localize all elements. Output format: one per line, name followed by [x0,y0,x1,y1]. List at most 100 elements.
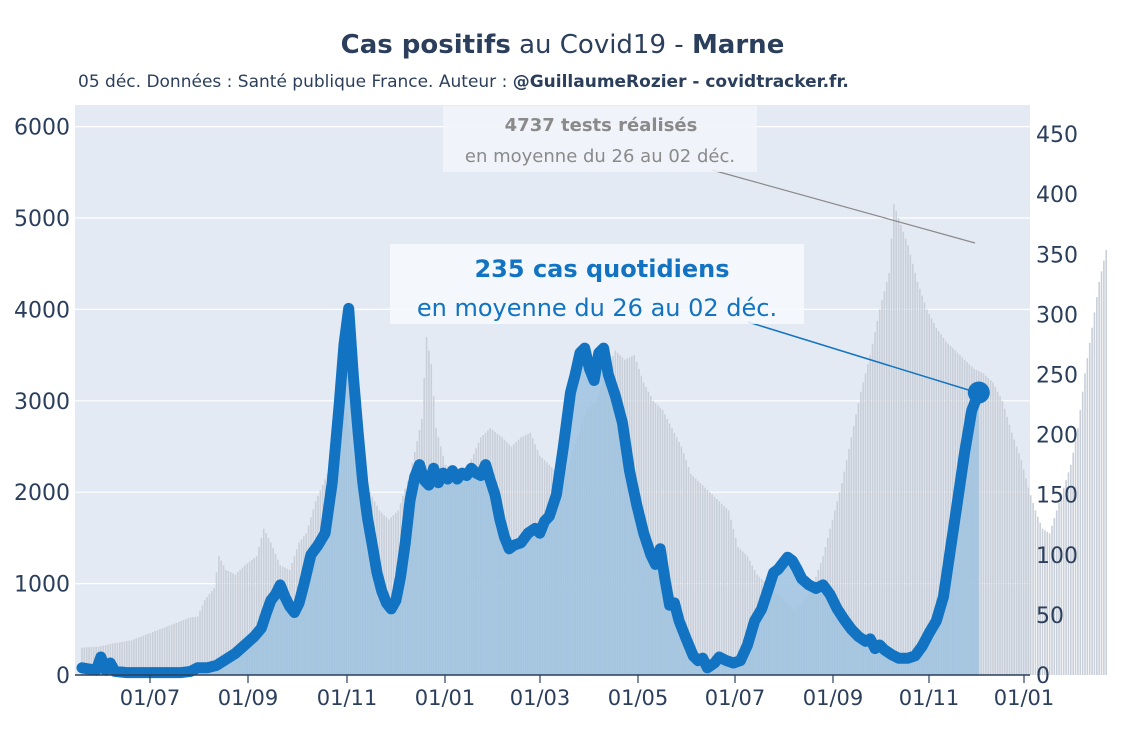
tests-bar [118,642,121,675]
chart-title-part1: Cas positifs [340,30,511,60]
tests-bar [1055,510,1058,675]
tests-bar [857,403,860,675]
tests-bar [1084,373,1086,675]
tests-bar [885,281,888,675]
tests-bar [1029,495,1032,675]
tests-bar [909,254,912,675]
cases-annotation-line1: 235 cas quotidiens [474,255,729,283]
y-left-tick-label: 5000 [14,207,70,232]
tests-bar [730,519,732,675]
tests-bar [1011,432,1013,675]
tests-bar [746,556,749,675]
chart-title: Cas positifs au Covid19 - Marne [0,30,1125,60]
tests-bar [897,218,900,675]
tests-bar [664,414,666,675]
tests-bar [173,623,175,675]
tests-bar [225,569,227,675]
tests-bar [673,432,676,675]
y-right-tick-label: 200 [1036,424,1078,449]
tests-annotation-line2: en moyenne du 26 au 02 déc. [465,146,735,167]
tests-bar [883,291,886,675]
tests-bar [203,600,206,675]
y-right-tick-label: 450 [1036,123,1078,148]
tests-bar [687,467,690,675]
tests-bar [919,288,921,675]
tests-bar [994,387,997,675]
tests-bar [168,625,171,675]
tests-bar [1070,464,1072,675]
tests-bar [133,639,135,675]
tests-bar [1015,446,1018,675]
tests-bar [708,492,711,675]
tests-bar [137,637,140,675]
tests-bar [843,471,846,675]
tests-bar [166,626,168,675]
tests-bar [654,403,657,675]
tests-bar [742,551,744,675]
tests-bar [1096,297,1098,675]
tests-bar [1103,260,1105,675]
tests-bar [1100,271,1103,675]
tests-bar [1081,391,1084,675]
tests-bar [1065,480,1067,675]
tests-bar [185,619,187,675]
tests-bar [749,560,751,675]
tests-bar [652,400,654,675]
tests-bar [947,343,949,675]
tests-bar [911,263,914,675]
tests-bar [1093,312,1096,675]
chart-subtitle-part1: 05 déc. Données : Santé publique France.… [78,72,513,92]
tests-bar [201,605,204,675]
tests-bar [933,323,935,675]
y-right-tick-label: 250 [1036,364,1078,389]
y-left-tick-label: 6000 [14,116,70,141]
tests-bar [668,423,671,675]
tests-bar [989,380,992,675]
tests-bar [156,630,159,675]
tests-bar [121,641,123,675]
tests-bar [921,295,923,675]
tests-bar [1032,502,1034,675]
tests-bar [680,446,683,675]
tests-bar [725,508,728,675]
tests-bar [982,373,985,675]
tests-bar [154,631,156,675]
tests-annotation-pointer [711,169,976,244]
tests-bar [1058,502,1060,675]
tests-bar [935,327,938,675]
tests-bar [248,561,251,675]
tests-bar [685,460,687,675]
y-left-tick-label: 4000 [14,298,70,323]
tests-bar [1046,531,1049,675]
tests-bar [189,617,192,675]
tests-bar [234,574,237,675]
tests-bar [1074,440,1077,675]
tests-bar [734,537,737,675]
tests-bar [727,510,730,675]
chart-subtitle-part2: @GuillaumeRozier - covidtracker.fr. [512,72,849,92]
tests-bar [926,309,928,675]
tests-bar [253,558,256,675]
tests-bar [864,373,867,675]
y-right-tick-label: 150 [1036,484,1078,509]
tests-bar [258,547,260,675]
tests-bar [649,396,652,675]
tests-bar [123,641,126,675]
tests-bar [1039,522,1041,675]
tests-bar [737,547,739,675]
chart-title-part3: Marne [691,30,785,60]
y-left-tick-label: 1000 [14,573,70,598]
tests-bar [996,391,999,675]
tests-bar [213,588,215,675]
tests-bar [262,528,265,675]
tests-bar [232,573,234,675]
tests-bar [222,565,225,675]
tests-bar [255,556,258,675]
tests-bar [1006,416,1008,675]
tests-bar [841,483,843,675]
cases-annotation-pointer [747,321,976,393]
cases-endpoint-marker [967,381,990,404]
tests-bar [1008,424,1011,675]
tests-bar [227,571,230,675]
tests-bar [987,377,990,675]
